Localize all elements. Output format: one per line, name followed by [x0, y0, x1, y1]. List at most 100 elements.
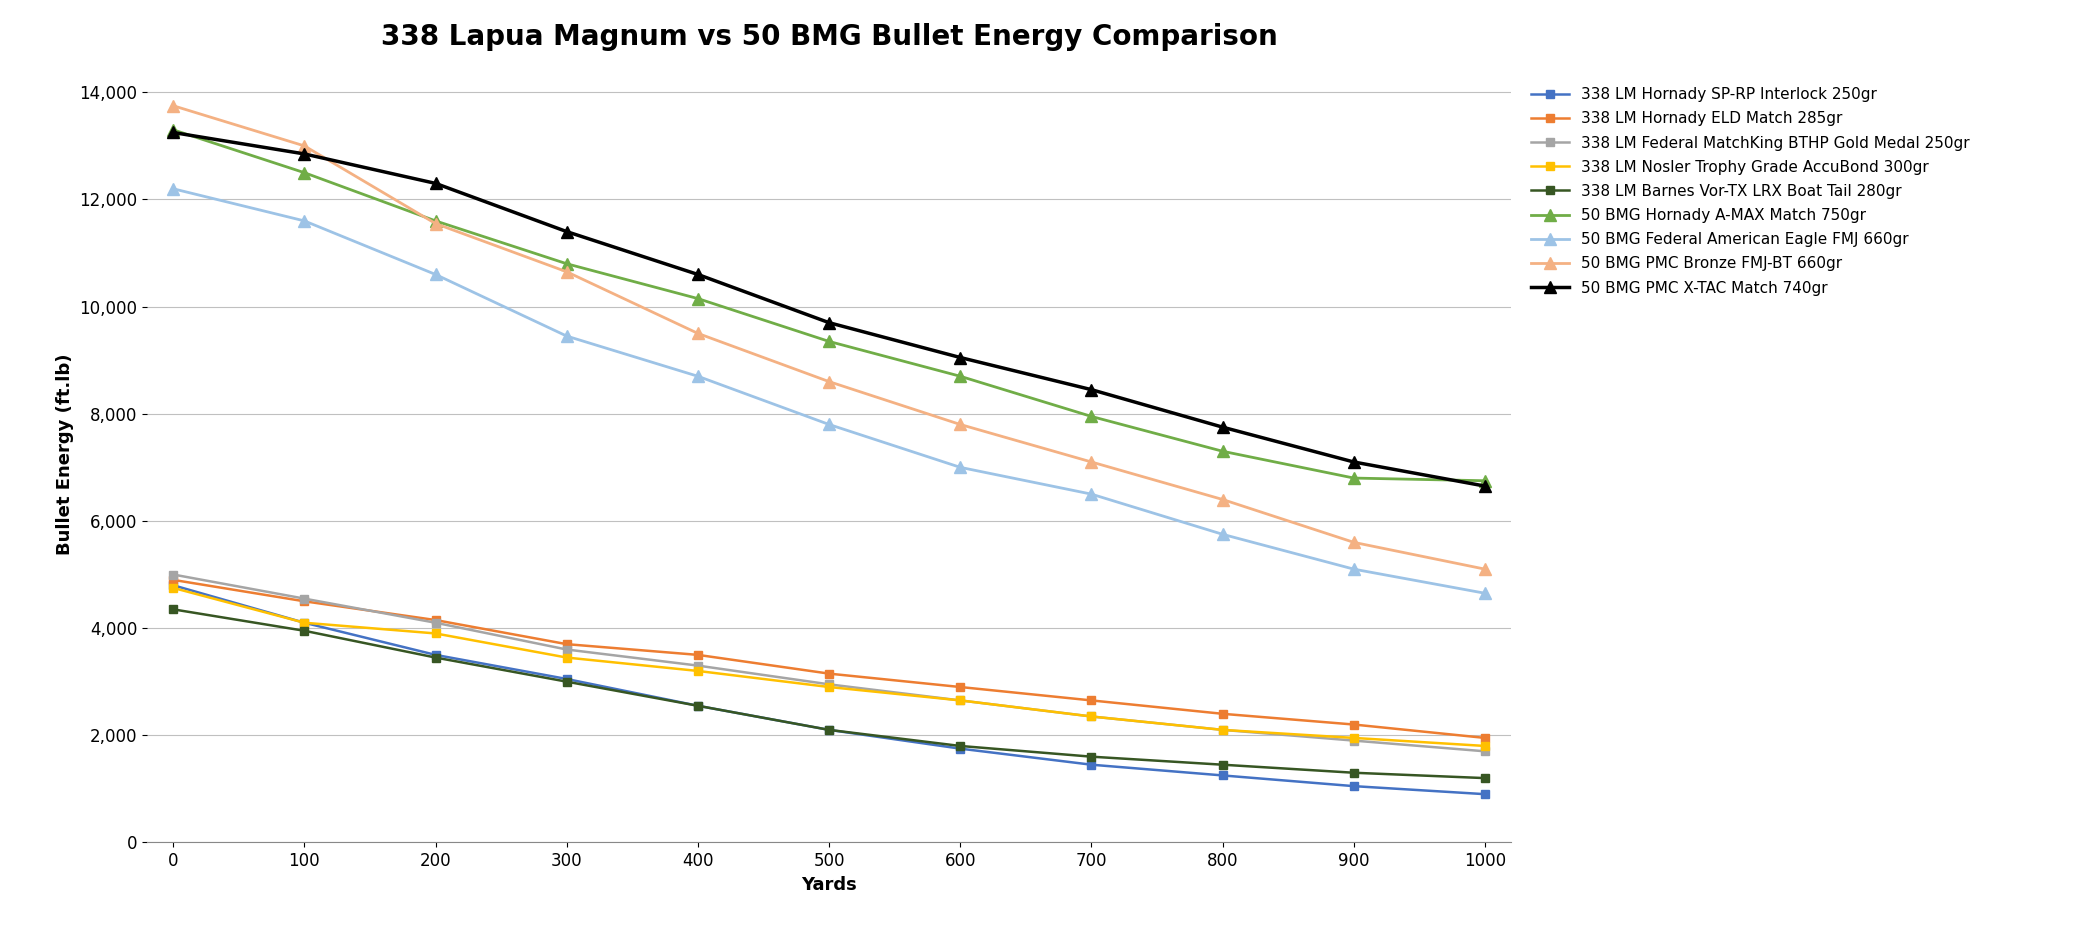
338 LM Barnes Vor-TX LRX Boat Tail 280gr: [947, 740, 972, 752]
50 BMG PMC X-TAC Match 740gr: [947, 352, 972, 363]
50 BMG PMC X-TAC Match 740gr: [160, 127, 187, 139]
338 LM Hornady SP-RP Interlock 250gr: [947, 743, 972, 754]
338 LM Barnes Vor-TX LRX Boat Tail 280gr: [817, 724, 842, 736]
338 LM Hornady ELD Match 285gr: [1473, 732, 1499, 743]
338 LM Nosler Trophy Grade AccuBond 300gr: [1079, 710, 1104, 722]
Line: 338 LM Hornady ELD Match 285gr: 338 LM Hornady ELD Match 285gr: [170, 576, 1488, 742]
338 LM Hornady SP-RP Interlock 250gr: [817, 724, 842, 736]
Line: 338 LM Nosler Trophy Grade AccuBond 300gr: 338 LM Nosler Trophy Grade AccuBond 300g…: [170, 584, 1488, 750]
338 LM Hornady ELD Match 285gr: [292, 595, 317, 607]
338 LM Nosler Trophy Grade AccuBond 300gr: [1209, 724, 1234, 736]
338 LM Hornady SP-RP Interlock 250gr: [684, 700, 709, 711]
50 BMG Hornady A-MAX Match 750gr: [817, 336, 842, 347]
50 BMG Federal American Eagle FMJ 660gr: [1209, 529, 1234, 540]
338 LM Nosler Trophy Grade AccuBond 300gr: [684, 665, 709, 677]
50 BMG PMC Bronze FMJ-BT 660gr: [292, 140, 317, 152]
50 BMG PMC X-TAC Match 740gr: [1209, 421, 1234, 432]
50 BMG PMC Bronze FMJ-BT 660gr: [1209, 494, 1234, 505]
50 BMG Hornady A-MAX Match 750gr: [422, 215, 449, 227]
Legend: 338 LM Hornady SP-RP Interlock 250gr, 338 LM Hornady ELD Match 285gr, 338 LM Fed: 338 LM Hornady SP-RP Interlock 250gr, 33…: [1524, 81, 1975, 301]
338 LM Barnes Vor-TX LRX Boat Tail 280gr: [1341, 768, 1366, 779]
50 BMG Federal American Eagle FMJ 660gr: [1079, 489, 1104, 500]
50 BMG PMC X-TAC Match 740gr: [817, 317, 842, 329]
338 LM Federal MatchKing BTHP Gold Medal 250gr: [817, 679, 842, 690]
50 BMG PMC Bronze FMJ-BT 660gr: [554, 266, 579, 277]
50 BMG Hornady A-MAX Match 750gr: [1209, 446, 1234, 457]
50 BMG PMC Bronze FMJ-BT 660gr: [1473, 563, 1499, 575]
50 BMG Federal American Eagle FMJ 660gr: [292, 215, 317, 227]
338 LM Federal MatchKing BTHP Gold Medal 250gr: [1473, 746, 1499, 757]
338 LM Hornady SP-RP Interlock 250gr: [422, 650, 449, 661]
50 BMG PMC X-TAC Match 740gr: [684, 269, 709, 280]
338 LM Hornady ELD Match 285gr: [684, 650, 709, 661]
338 LM Hornady SP-RP Interlock 250gr: [554, 673, 579, 684]
50 BMG Hornady A-MAX Match 750gr: [1473, 475, 1499, 487]
50 BMG PMC Bronze FMJ-BT 660gr: [817, 376, 842, 388]
50 BMG PMC X-TAC Match 740gr: [292, 148, 317, 159]
338 LM Barnes Vor-TX LRX Boat Tail 280gr: [1079, 751, 1104, 762]
338 LM Hornady SP-RP Interlock 250gr: [1341, 781, 1366, 792]
50 BMG Hornady A-MAX Match 750gr: [554, 258, 579, 270]
338 LM Federal MatchKing BTHP Gold Medal 250gr: [292, 593, 317, 605]
50 BMG Federal American Eagle FMJ 660gr: [684, 371, 709, 382]
338 LM Barnes Vor-TX LRX Boat Tail 280gr: [1473, 772, 1499, 783]
50 BMG Hornady A-MAX Match 750gr: [1079, 411, 1104, 422]
338 LM Nosler Trophy Grade AccuBond 300gr: [1341, 732, 1366, 743]
338 LM Nosler Trophy Grade AccuBond 300gr: [947, 695, 972, 706]
338 LM Hornady ELD Match 285gr: [947, 681, 972, 693]
Line: 338 LM Hornady SP-RP Interlock 250gr: 338 LM Hornady SP-RP Interlock 250gr: [170, 581, 1488, 798]
338 LM Nosler Trophy Grade AccuBond 300gr: [292, 617, 317, 628]
338 LM Hornady ELD Match 285gr: [1341, 719, 1366, 730]
338 LM Barnes Vor-TX LRX Boat Tail 280gr: [1209, 759, 1234, 770]
338 LM Nosler Trophy Grade AccuBond 300gr: [1473, 740, 1499, 752]
50 BMG Federal American Eagle FMJ 660gr: [1341, 563, 1366, 575]
50 BMG PMC Bronze FMJ-BT 660gr: [684, 328, 709, 339]
Line: 50 BMG Federal American Eagle FMJ 660gr: 50 BMG Federal American Eagle FMJ 660gr: [168, 183, 1490, 599]
50 BMG Federal American Eagle FMJ 660gr: [817, 419, 842, 431]
Line: 338 LM Federal MatchKing BTHP Gold Medal 250gr: 338 LM Federal MatchKing BTHP Gold Medal…: [170, 570, 1488, 755]
338 LM Nosler Trophy Grade AccuBond 300gr: [422, 628, 449, 639]
50 BMG Hornady A-MAX Match 750gr: [292, 167, 317, 178]
50 BMG PMC Bronze FMJ-BT 660gr: [422, 218, 449, 229]
338 LM Hornady SP-RP Interlock 250gr: [292, 617, 317, 628]
50 BMG Hornady A-MAX Match 750gr: [160, 124, 187, 136]
338 LM Barnes Vor-TX LRX Boat Tail 280gr: [422, 652, 449, 664]
338 LM Hornady SP-RP Interlock 250gr: [1473, 788, 1499, 799]
50 BMG Hornady A-MAX Match 750gr: [947, 371, 972, 382]
X-axis label: Yards: Yards: [802, 876, 856, 894]
338 LM Hornady ELD Match 285gr: [1079, 695, 1104, 706]
338 LM Hornady SP-RP Interlock 250gr: [1209, 769, 1234, 781]
50 BMG Hornady A-MAX Match 750gr: [1341, 473, 1366, 484]
338 LM Hornady SP-RP Interlock 250gr: [160, 579, 187, 591]
338 LM Nosler Trophy Grade AccuBond 300gr: [554, 652, 579, 664]
50 BMG PMC X-TAC Match 740gr: [1341, 457, 1366, 468]
Line: 50 BMG PMC X-TAC Match 740gr: 50 BMG PMC X-TAC Match 740gr: [168, 126, 1490, 492]
338 LM Hornady ELD Match 285gr: [422, 614, 449, 625]
338 LM Barnes Vor-TX LRX Boat Tail 280gr: [160, 604, 187, 615]
50 BMG Federal American Eagle FMJ 660gr: [1473, 588, 1499, 599]
50 BMG PMC Bronze FMJ-BT 660gr: [947, 419, 972, 431]
338 LM Hornady ELD Match 285gr: [817, 668, 842, 680]
50 BMG Federal American Eagle FMJ 660gr: [160, 183, 187, 195]
338 LM Nosler Trophy Grade AccuBond 300gr: [817, 681, 842, 693]
338 LM Federal MatchKing BTHP Gold Medal 250gr: [1079, 710, 1104, 722]
338 LM Federal MatchKing BTHP Gold Medal 250gr: [160, 569, 187, 580]
338 LM Federal MatchKing BTHP Gold Medal 250gr: [422, 617, 449, 628]
50 BMG Hornady A-MAX Match 750gr: [684, 293, 709, 304]
50 BMG Federal American Eagle FMJ 660gr: [947, 461, 972, 473]
338 LM Hornady ELD Match 285gr: [160, 575, 187, 586]
50 BMG PMC X-TAC Match 740gr: [422, 178, 449, 189]
50 BMG PMC Bronze FMJ-BT 660gr: [160, 100, 187, 111]
338 LM Federal MatchKing BTHP Gold Medal 250gr: [554, 644, 579, 655]
338 LM Federal MatchKing BTHP Gold Medal 250gr: [684, 660, 709, 671]
50 BMG PMC X-TAC Match 740gr: [1473, 480, 1499, 491]
50 BMG PMC Bronze FMJ-BT 660gr: [1079, 457, 1104, 468]
338 LM Federal MatchKing BTHP Gold Medal 250gr: [947, 695, 972, 706]
338 LM Federal MatchKing BTHP Gold Medal 250gr: [1209, 724, 1234, 736]
50 BMG PMC Bronze FMJ-BT 660gr: [1341, 536, 1366, 548]
Title: 338 Lapua Magnum vs 50 BMG Bullet Energy Comparison: 338 Lapua Magnum vs 50 BMG Bullet Energy…: [380, 22, 1278, 51]
Line: 338 LM Barnes Vor-TX LRX Boat Tail 280gr: 338 LM Barnes Vor-TX LRX Boat Tail 280gr: [170, 606, 1488, 782]
Y-axis label: Bullet Energy (ft.lb): Bullet Energy (ft.lb): [55, 353, 73, 555]
50 BMG PMC X-TAC Match 740gr: [554, 226, 579, 237]
338 LM Federal MatchKing BTHP Gold Medal 250gr: [1341, 735, 1366, 746]
